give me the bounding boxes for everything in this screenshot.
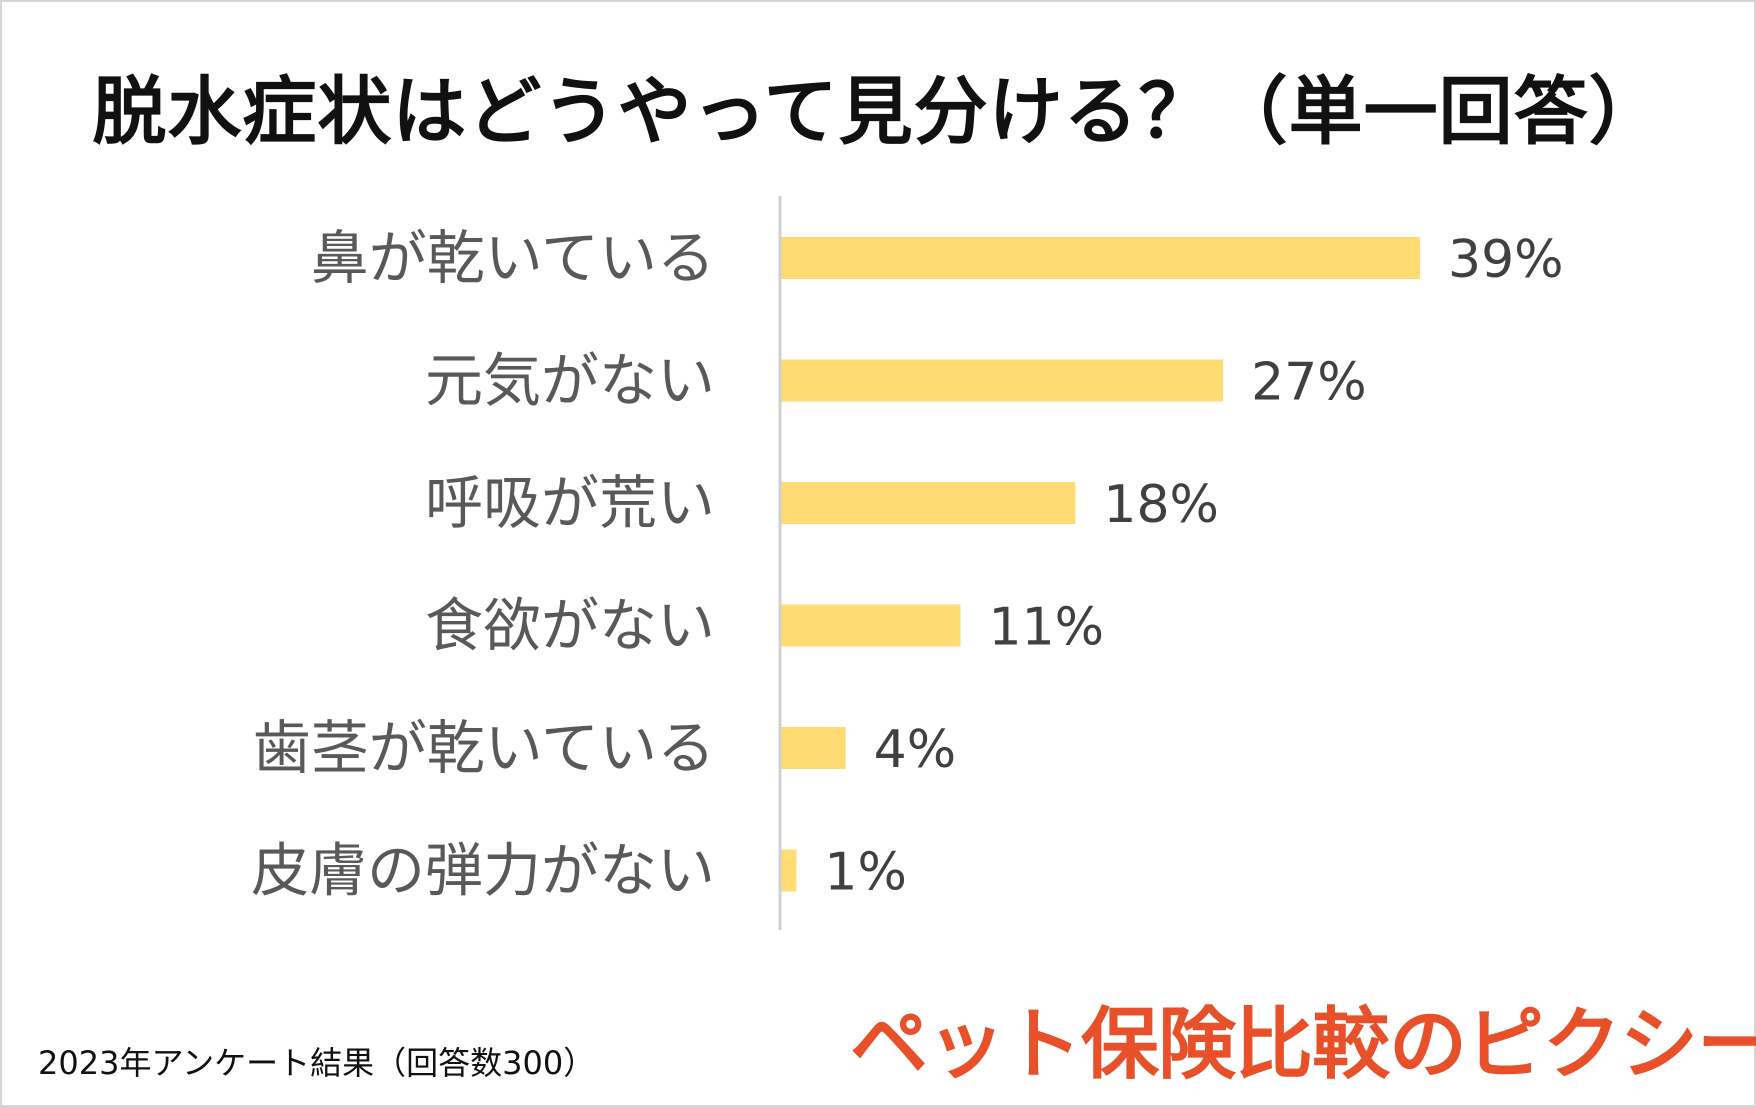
bar [780,604,961,647]
value-label: 4% [874,720,957,780]
category-label: 呼吸が荒い [425,469,715,537]
value-label: 27% [1251,353,1367,413]
category-label: 皮膚の弾力がない [251,837,715,905]
survey-footnote: 2023年アンケート結果（回答数300） [38,1044,596,1082]
value-label: 39% [1448,230,1564,290]
bar [780,359,1224,402]
bars-layer: 鼻が乾いている 39% 元気がない 27% 呼吸が荒い 18% 食欲がない 11% 歯茎が乾いて… [251,224,1564,905]
value-label: 11% [989,598,1105,658]
bar [780,482,1076,524]
chart-title: 脱水症状はどうやって見分ける？（単一回答） [92,69,1664,155]
bar [780,727,846,769]
value-label: 18% [1103,475,1219,535]
category-label: 鼻が乾いている [311,224,715,292]
bar [780,237,1420,279]
category-label: 元気がない [425,347,715,415]
category-label: 食欲がない [425,592,715,660]
brand-logo: ペット保険比較のピクシー [850,1000,1756,1090]
bar [780,849,797,892]
value-label: 1% [824,843,907,903]
category-label: 歯茎が乾いている [253,714,715,782]
